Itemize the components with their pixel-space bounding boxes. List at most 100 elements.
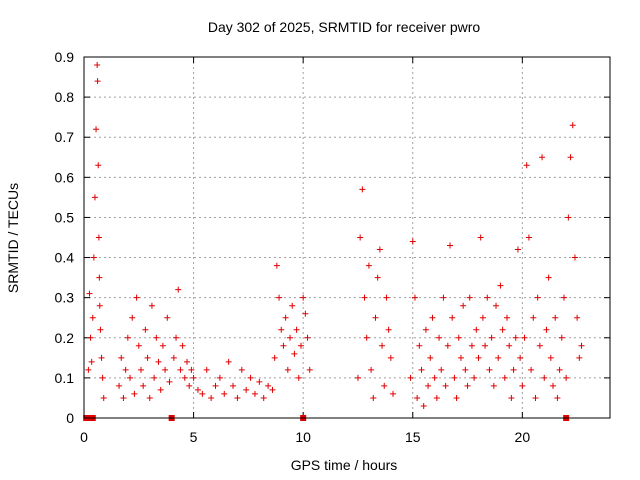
data-point	[466, 294, 473, 301]
data-point	[411, 294, 418, 301]
data-point	[484, 294, 491, 301]
series-pwro	[85, 62, 585, 409]
data-point	[100, 394, 107, 401]
data-point	[291, 350, 298, 357]
data-point	[550, 382, 557, 389]
data-point	[425, 382, 432, 389]
data-point	[383, 294, 390, 301]
y-tick-label: 0	[66, 410, 74, 426]
y-tick-label: 0.1	[55, 370, 75, 386]
data-point	[135, 342, 142, 349]
data-point	[199, 390, 206, 397]
data-point	[442, 382, 449, 389]
data-point	[164, 314, 171, 321]
data-point	[416, 342, 423, 349]
data-point	[486, 366, 493, 373]
data-point	[376, 246, 383, 253]
data-point	[387, 354, 394, 361]
data-point	[212, 382, 219, 389]
data-point	[357, 234, 364, 241]
data-point	[521, 334, 528, 341]
x-tick-label: 0	[80, 429, 88, 445]
x-tick-label: 20	[515, 429, 531, 445]
data-point	[302, 310, 309, 317]
y-tick-label: 0.9	[55, 49, 75, 65]
data-point	[95, 162, 102, 169]
data-point	[177, 366, 184, 373]
data-point	[556, 366, 563, 373]
axis-ticks: 0 0.1 0.2 0.3 0.4 0.5 0.6 0.7 0.8 0.9 0 5 10 15 20	[55, 49, 610, 445]
y-tick-label: 0.2	[55, 330, 75, 346]
data-point	[234, 394, 241, 401]
data-point	[567, 154, 574, 161]
data-point	[390, 390, 397, 397]
data-point	[578, 342, 585, 349]
data-point	[251, 390, 258, 397]
data-point	[93, 126, 100, 133]
data-point	[208, 394, 215, 401]
data-point	[127, 374, 134, 381]
data-point	[142, 326, 149, 333]
data-point	[122, 366, 129, 373]
data-point	[269, 386, 276, 393]
data-point	[512, 334, 519, 341]
data-point	[95, 234, 102, 241]
data-point	[552, 314, 559, 321]
data-point	[563, 374, 570, 381]
data-point	[155, 358, 162, 365]
data-point	[427, 354, 434, 361]
data-point	[409, 238, 416, 245]
data-point	[506, 342, 513, 349]
data-point	[238, 366, 245, 373]
data-point	[293, 326, 300, 333]
data-point	[363, 334, 370, 341]
x-axis-label: GPS time / hours	[291, 457, 398, 473]
data-point	[488, 334, 495, 341]
data-point	[444, 342, 451, 349]
data-point	[440, 294, 447, 301]
data-point	[273, 262, 280, 269]
data-point	[131, 390, 138, 397]
data-point	[153, 334, 160, 341]
y-tick-label: 0.7	[55, 129, 75, 145]
data-point	[282, 314, 289, 321]
plot-frame	[83, 56, 611, 419]
data-point	[370, 394, 377, 401]
data-point	[230, 382, 237, 389]
data-point	[284, 366, 291, 373]
data-point	[243, 386, 250, 393]
data-point	[265, 382, 272, 389]
data-point	[514, 246, 521, 253]
data-point	[475, 354, 482, 361]
data-point	[87, 334, 94, 341]
data-point	[455, 334, 462, 341]
data-point	[497, 282, 504, 289]
data-point	[495, 354, 502, 361]
data-point	[534, 294, 541, 301]
data-point	[85, 366, 92, 373]
data-point	[173, 334, 180, 341]
data-point	[414, 394, 421, 401]
data-point	[194, 386, 201, 393]
data-point	[569, 122, 576, 129]
data-point	[133, 294, 140, 301]
data-point	[381, 382, 388, 389]
data-point	[306, 366, 313, 373]
data-point	[385, 326, 392, 333]
data-point	[429, 314, 436, 321]
data-point	[576, 354, 583, 361]
data-point	[554, 394, 561, 401]
data-point	[530, 314, 537, 321]
data-point	[536, 342, 543, 349]
data-point	[91, 194, 98, 201]
data-point	[157, 386, 164, 393]
data-point	[120, 394, 127, 401]
data-point	[300, 294, 307, 301]
data-point	[407, 374, 414, 381]
data-point	[447, 242, 454, 249]
data-point	[186, 382, 193, 389]
data-point	[473, 326, 480, 333]
x-tick-label: 15	[405, 429, 421, 445]
data-point	[451, 374, 458, 381]
